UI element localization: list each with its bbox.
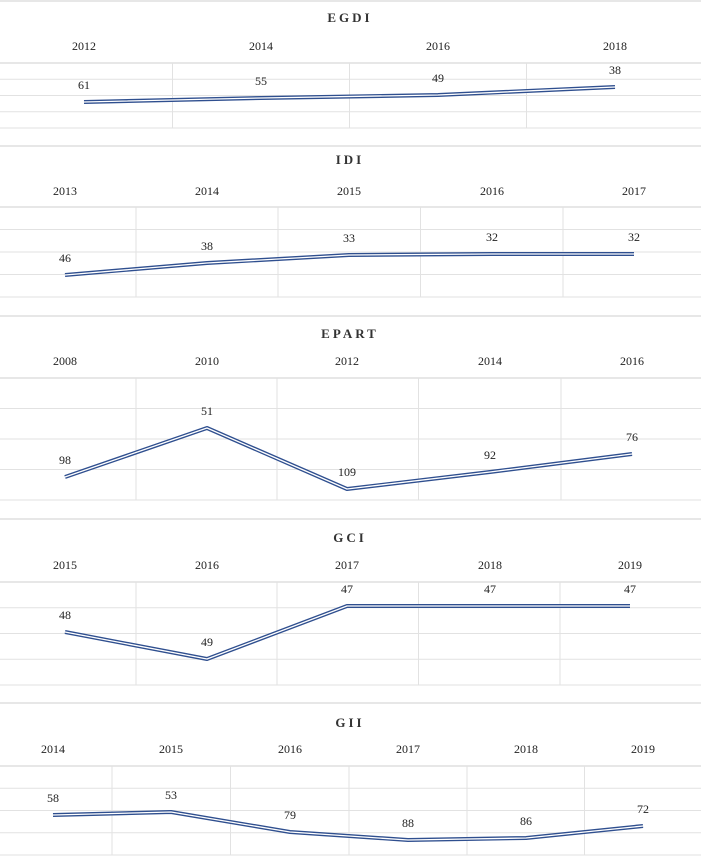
data-label: 33 [343, 231, 355, 245]
data-label: 47 [341, 582, 353, 596]
chart-title: EGDI [327, 10, 372, 25]
chart-title: EPART [321, 326, 379, 341]
x-tick-label: 2018 [514, 742, 538, 756]
series-line-inner [64, 605, 630, 660]
x-tick-label: 2014 [41, 742, 65, 756]
series-line-inner [83, 86, 616, 103]
data-label: 76 [626, 430, 638, 444]
data-label: 58 [47, 791, 59, 805]
data-label: 72 [637, 802, 649, 816]
x-tick-label: 2010 [195, 354, 219, 368]
data-label: 109 [338, 465, 356, 479]
chart-title: GII [335, 715, 364, 730]
x-tick-label: 2018 [603, 39, 627, 53]
data-label: 51 [201, 404, 213, 418]
x-tick-label: 2017 [335, 558, 359, 572]
x-tick-label: 2012 [335, 354, 359, 368]
data-label: 86 [520, 814, 532, 828]
x-tick-label: 2008 [53, 354, 77, 368]
data-label: 46 [59, 251, 71, 265]
x-tick-label: 2018 [478, 558, 502, 572]
data-label: 47 [484, 582, 496, 596]
data-label: 49 [432, 71, 444, 85]
data-label: 88 [402, 816, 414, 830]
data-label: 38 [609, 63, 621, 77]
series-line-inner [52, 811, 644, 841]
series-line-inner [64, 253, 634, 276]
data-label: 53 [165, 788, 177, 802]
x-tick-label: 2017 [396, 742, 420, 756]
x-tick-label: 2014 [249, 39, 273, 53]
data-label: 49 [201, 635, 213, 649]
x-tick-label: 2019 [631, 742, 655, 756]
data-label: 79 [284, 808, 296, 822]
x-tick-label: 2019 [618, 558, 642, 572]
data-label: 61 [78, 78, 90, 92]
x-tick-label: 2015 [337, 184, 361, 198]
x-tick-label: 2017 [622, 184, 646, 198]
x-tick-label: 2014 [195, 184, 219, 198]
x-tick-label: 2016 [195, 558, 219, 572]
data-label: 32 [628, 230, 640, 244]
x-tick-label: 2015 [159, 742, 183, 756]
x-tick-label: 2016 [620, 354, 644, 368]
chart-title: IDI [336, 152, 365, 167]
data-label: 92 [484, 448, 496, 462]
data-label: 47 [624, 582, 636, 596]
x-tick-label: 2013 [53, 184, 77, 198]
data-label: 98 [59, 453, 71, 467]
x-tick-label: 2014 [478, 354, 502, 368]
chart-title: GCI [333, 530, 367, 545]
data-label: 38 [201, 239, 213, 253]
data-label: 32 [486, 230, 498, 244]
x-tick-label: 2016 [480, 184, 504, 198]
x-tick-label: 2012 [72, 39, 96, 53]
series-line-outer [64, 426, 633, 491]
series-line-inner [64, 427, 633, 490]
x-tick-label: 2015 [53, 558, 77, 572]
data-label: 48 [59, 608, 71, 622]
x-tick-label: 2016 [426, 39, 450, 53]
x-tick-label: 2016 [278, 742, 302, 756]
series-line-outer [64, 604, 630, 661]
data-label: 55 [255, 74, 267, 88]
series-line-outer [64, 252, 634, 277]
